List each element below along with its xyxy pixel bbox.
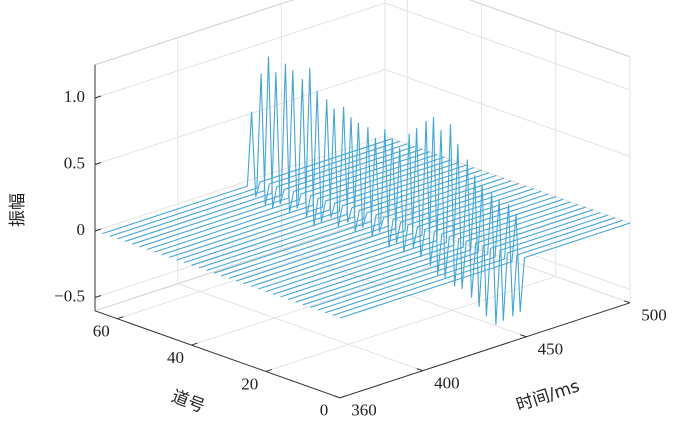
- grid-line: [384, 2, 631, 91]
- grid-line: [384, 135, 631, 224]
- trace: [243, 133, 534, 285]
- y-tick-label: 40: [167, 348, 184, 367]
- grid-line: [94, 2, 386, 99]
- trace: [287, 144, 579, 301]
- trace: [302, 175, 594, 308]
- trace: [139, 70, 430, 248]
- x-tick-label: 500: [641, 306, 667, 325]
- grid-line: [117, 223, 408, 320]
- z-tick: [94, 162, 102, 165]
- x-tick-label: 360: [351, 401, 377, 420]
- y-tick: [339, 395, 347, 399]
- z-tick: [94, 295, 102, 298]
- y-tick-label: 60: [93, 322, 110, 341]
- grid-line: [265, 275, 556, 372]
- z-tick-label: 0: [77, 220, 86, 239]
- grid-line: [94, 69, 386, 165]
- trace: [176, 108, 467, 261]
- trace: [295, 159, 586, 303]
- y-tick: [265, 368, 272, 372]
- x-tick-label: 450: [538, 340, 564, 359]
- trace: [228, 138, 519, 280]
- trace: [317, 193, 608, 325]
- z-tick-label: 1.0: [64, 87, 85, 106]
- trace: [250, 128, 542, 287]
- trace: [191, 117, 482, 266]
- trace: [235, 147, 527, 282]
- trace: [332, 204, 623, 317]
- x-tick: [333, 395, 341, 399]
- x-axis: [339, 302, 631, 399]
- x-tick: [623, 300, 631, 304]
- grid-line: [384, 69, 631, 157]
- trace: [109, 73, 400, 237]
- z-tick-label: 0.5: [64, 153, 85, 172]
- y-tick: [191, 342, 198, 346]
- grid-line: [94, 202, 386, 298]
- y-axis: [94, 310, 341, 399]
- x-axis-label: 时间/ms: [514, 376, 582, 415]
- box-edge: [468, 0, 631, 58]
- trace: [131, 63, 423, 245]
- trace: [213, 137, 504, 274]
- grid-line: [177, 283, 424, 372]
- y-tick-label: 20: [241, 374, 258, 393]
- y-axis-label: 道号: [169, 387, 208, 418]
- trace: [280, 124, 571, 298]
- box-edge: [94, 215, 386, 312]
- box-edge: [94, 0, 295, 66]
- z-tick: [94, 95, 102, 99]
- trace: [273, 130, 564, 295]
- grid-line: [384, 202, 631, 290]
- y-tick: [117, 316, 124, 320]
- grid-line: [281, 249, 527, 338]
- trace: [146, 78, 438, 251]
- x-tick: [520, 334, 527, 338]
- z-axis-label: 振幅: [8, 193, 28, 227]
- y-tick-label: 0: [320, 401, 329, 420]
- grid-line: [94, 135, 386, 232]
- trace: [339, 213, 631, 319]
- trace: [310, 184, 601, 317]
- z-tick-label: −0.5: [54, 286, 85, 305]
- trace: [154, 68, 445, 253]
- x-tick-label: 400: [434, 374, 460, 393]
- z-tick: [94, 228, 102, 232]
- grid-line: [191, 249, 482, 346]
- x-tick: [416, 368, 424, 372]
